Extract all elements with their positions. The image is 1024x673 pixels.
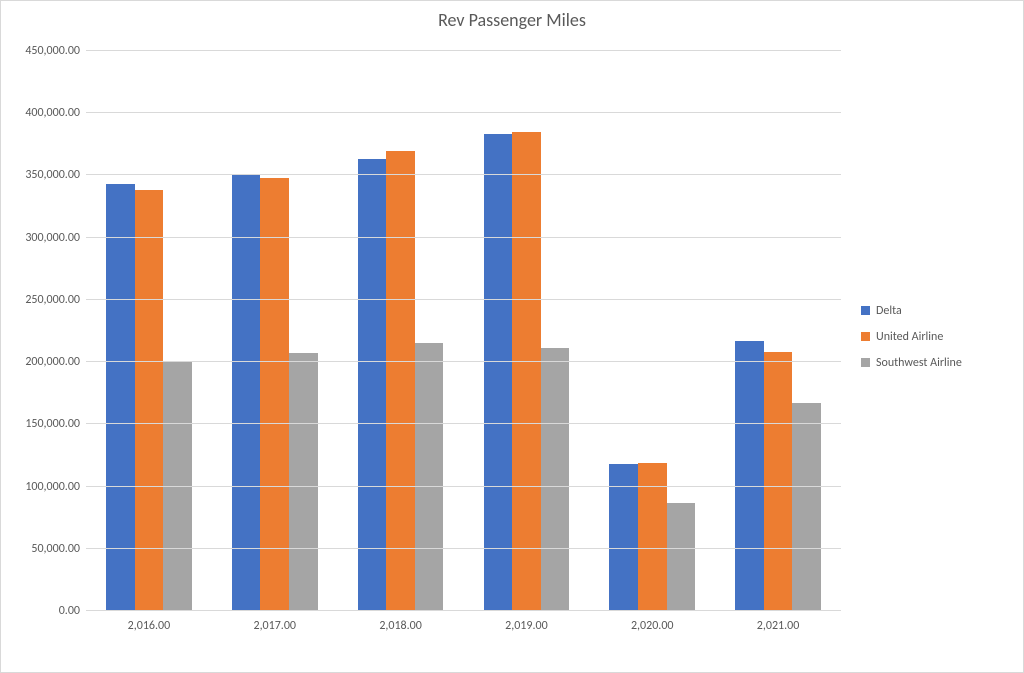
y-tick-label: 50,000.00 xyxy=(31,542,80,556)
legend-item: Southwest Airline xyxy=(861,356,962,370)
bar-group: 2,021.00 xyxy=(715,51,841,611)
legend-label: Delta xyxy=(876,304,902,318)
gridline: 350,000.00 xyxy=(86,174,841,175)
y-tick-label: 450,000.00 xyxy=(25,44,80,58)
bar xyxy=(386,151,415,611)
x-tick-label: 2,019.00 xyxy=(463,619,589,633)
gridline: 400,000.00 xyxy=(86,112,841,113)
bar-group: 2,020.00 xyxy=(589,51,715,611)
legend-swatch xyxy=(861,332,870,341)
plot-area: 2,016.002,017.002,018.002,019.002,020.00… xyxy=(86,51,841,611)
bar-cluster xyxy=(609,51,695,611)
bar-group: 2,018.00 xyxy=(338,51,464,611)
chart-container: Rev Passenger Miles 2,016.002,017.002,01… xyxy=(0,0,1024,673)
legend-swatch xyxy=(861,358,870,367)
bar-cluster xyxy=(106,51,192,611)
y-tick-label: 200,000.00 xyxy=(25,355,80,369)
y-tick-label: 350,000.00 xyxy=(25,168,80,182)
bar-group: 2,019.00 xyxy=(463,51,589,611)
gridline: 0.00 xyxy=(86,610,841,611)
gridline: 150,000.00 xyxy=(86,423,841,424)
legend: Delta United Airline Southwest Airline xyxy=(861,1,962,672)
bar-group: 2,017.00 xyxy=(212,51,338,611)
bar xyxy=(163,362,192,611)
bar xyxy=(512,132,541,611)
x-tick-label: 2,020.00 xyxy=(589,619,715,633)
bar xyxy=(358,159,387,611)
gridline: 50,000.00 xyxy=(86,548,841,549)
y-tick-label: 0.00 xyxy=(59,604,80,618)
x-tick-label: 2,016.00 xyxy=(86,619,212,633)
bar xyxy=(260,178,289,611)
y-tick-label: 100,000.00 xyxy=(25,480,80,494)
bar xyxy=(667,503,696,611)
bar-groups: 2,016.002,017.002,018.002,019.002,020.00… xyxy=(86,51,841,611)
bar xyxy=(232,175,261,611)
gridline: 450,000.00 xyxy=(86,50,841,51)
x-tick-label: 2,021.00 xyxy=(715,619,841,633)
bar xyxy=(484,134,513,611)
bar-cluster xyxy=(484,51,570,611)
bar-cluster xyxy=(735,51,821,611)
bar xyxy=(415,343,444,611)
bar xyxy=(541,348,570,611)
legend-item: Delta xyxy=(861,304,962,318)
bar xyxy=(792,403,821,611)
bar-cluster xyxy=(232,51,318,611)
legend-label: Southwest Airline xyxy=(876,356,962,370)
bar xyxy=(289,353,318,611)
gridline: 200,000.00 xyxy=(86,361,841,362)
x-tick-label: 2,018.00 xyxy=(338,619,464,633)
x-tick-label: 2,017.00 xyxy=(212,619,338,633)
y-tick-label: 400,000.00 xyxy=(25,106,80,120)
y-tick-label: 150,000.00 xyxy=(25,417,80,431)
bar-cluster xyxy=(358,51,444,611)
gridline: 250,000.00 xyxy=(86,299,841,300)
legend-item: United Airline xyxy=(861,330,962,344)
bar xyxy=(764,352,793,611)
bar-group: 2,016.00 xyxy=(86,51,212,611)
y-tick-label: 300,000.00 xyxy=(25,231,80,245)
gridline: 300,000.00 xyxy=(86,237,841,238)
legend-label: United Airline xyxy=(876,330,943,344)
gridline: 100,000.00 xyxy=(86,486,841,487)
legend-swatch xyxy=(861,306,870,315)
y-tick-label: 250,000.00 xyxy=(25,293,80,307)
bar xyxy=(735,341,764,611)
